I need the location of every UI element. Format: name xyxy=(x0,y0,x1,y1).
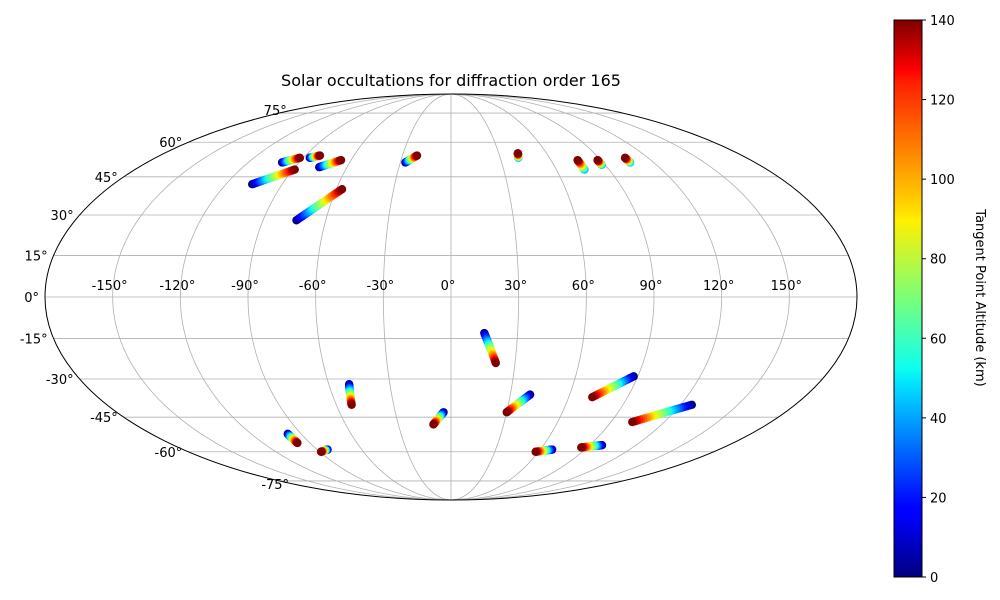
scatter-point xyxy=(316,447,326,456)
latitude-tick-label: -45° xyxy=(90,411,118,426)
occultation-track xyxy=(577,441,607,452)
longitude-tick-label: 0° xyxy=(441,279,456,294)
longitude-gridline xyxy=(179,94,452,500)
colorbar-tick-label: 120 xyxy=(930,94,955,109)
scatter-points xyxy=(248,149,697,456)
scatter-point xyxy=(620,153,630,163)
longitude-tick-label: 120° xyxy=(703,279,734,294)
colorbar-label: Tangent Point Altitude (km) xyxy=(972,208,987,386)
latitude-tick-label: 15° xyxy=(25,249,48,264)
colorbar-tick-label: 140 xyxy=(930,14,955,29)
scatter-point xyxy=(293,438,302,448)
longitude-tick-label: -30° xyxy=(366,279,394,294)
colorbar-tick-label: 0 xyxy=(930,571,938,586)
occultation-track xyxy=(593,155,606,170)
colorbar-tick-label: 100 xyxy=(930,173,955,188)
latitude-tick-label: -15° xyxy=(20,333,48,348)
longitude-gridline xyxy=(112,94,452,500)
scatter-point xyxy=(412,151,422,160)
scatter-point xyxy=(593,155,602,165)
scatter-point xyxy=(347,400,356,409)
latitude-tick-label: 60° xyxy=(159,136,182,151)
latitude-tick-label: 0° xyxy=(24,291,39,306)
scatter-point xyxy=(491,358,500,368)
grid xyxy=(45,94,857,500)
longitude-gridline xyxy=(450,94,790,500)
chart-title: Solar occultations for diffraction order… xyxy=(281,71,621,90)
occultation-track xyxy=(277,153,305,167)
longitude-gridline xyxy=(450,94,520,500)
scatter-point xyxy=(628,417,637,427)
scatter-point xyxy=(513,149,523,158)
scatter-point xyxy=(315,151,325,160)
scatter-point xyxy=(588,392,597,402)
occultation-track xyxy=(292,185,347,225)
occultation-track xyxy=(429,408,448,429)
occultation-track xyxy=(401,151,422,167)
longitude-gridline xyxy=(450,94,723,500)
colorbar-tick-label: 40 xyxy=(930,412,947,427)
scatter-point xyxy=(336,155,346,165)
occultation-track xyxy=(531,445,557,456)
longitude-tick-label: -150° xyxy=(92,279,128,294)
latitude-tick-label: -60° xyxy=(155,446,183,461)
occultation-track xyxy=(248,165,299,189)
scatter-point xyxy=(531,447,540,456)
occultation-track xyxy=(283,429,302,448)
longitude-tick-label: -60° xyxy=(299,279,327,294)
latitude-tick-labels: -75° -60° -45° -30° -15° 0° 15° 30° 45° 60° 75° xyxy=(20,104,289,493)
longitude-gridline xyxy=(315,94,452,500)
colorbar-ticks: 0 20 40 60 80 100 120 140 xyxy=(922,14,955,586)
occultation-track xyxy=(588,372,638,402)
latitude-tick-label: 75° xyxy=(264,104,287,119)
longitude-tick-label: -120° xyxy=(159,279,195,294)
longitude-gridline xyxy=(450,94,655,500)
occultation-track xyxy=(502,390,535,417)
scatter-point xyxy=(337,185,347,194)
colorbar-gradient xyxy=(893,19,923,578)
longitude-tick-labels: -150° -120° -90° -60° -30° 0° 30° 60° 90° 120° 150… xyxy=(92,279,802,294)
scatter-point xyxy=(577,443,586,452)
occultation-track xyxy=(344,380,356,409)
latitude-tick-label: 45° xyxy=(95,171,118,186)
colorbar-tick-label: 60 xyxy=(930,332,947,347)
scatter-point xyxy=(290,165,299,174)
map-boundary xyxy=(44,93,858,501)
scatter-point xyxy=(573,155,582,165)
occultation-track xyxy=(315,155,346,172)
longitude-tick-label: 30° xyxy=(504,279,527,294)
occultation-track xyxy=(620,153,635,167)
longitude-tick-label: -90° xyxy=(231,279,259,294)
occultation-track xyxy=(573,155,589,174)
occultation-track xyxy=(628,400,697,427)
scatter-point xyxy=(429,420,438,429)
latitude-tick-label: -30° xyxy=(46,373,74,388)
colorbar-tick-label: 20 xyxy=(930,491,947,506)
colorbar-tick-label: 80 xyxy=(930,253,947,268)
longitude-tick-label: 90° xyxy=(639,279,662,294)
occultation-track xyxy=(513,149,523,163)
longitude-gridline xyxy=(382,94,452,500)
latitude-tick-label: -75° xyxy=(261,478,289,493)
occultation-track xyxy=(480,328,500,368)
scatter-point xyxy=(502,408,511,417)
colorbar: 0 20 40 60 80 100 120 140 Tangent Point Altitud… xyxy=(893,14,987,586)
latitude-tick-label: 30° xyxy=(51,209,74,224)
occultation-track xyxy=(316,445,332,456)
longitude-tick-label: 150° xyxy=(771,279,802,294)
scatter-point xyxy=(295,153,305,163)
longitude-tick-label: 60° xyxy=(572,279,595,294)
occultation-track xyxy=(305,151,325,163)
